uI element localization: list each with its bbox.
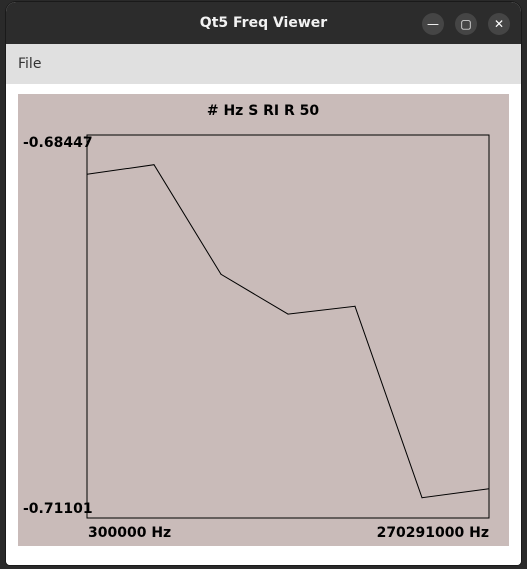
data-point [220,273,222,275]
close-button[interactable]: ✕ [488,13,510,35]
y-min-label: -0.71101 [23,501,93,517]
data-point [153,164,155,166]
data-point [421,497,423,499]
maximize-icon: ▢ [460,17,472,31]
menu-bar: File [6,44,521,84]
chart-title: # Hz S RI R 50 [207,103,320,119]
data-point [86,173,88,175]
close-icon: ✕ [493,17,505,31]
maximize-button[interactable]: ▢ [455,13,477,35]
data-point [488,488,490,490]
minimize-button[interactable]: — [422,13,444,35]
y-max-label: -0.68447 [23,135,93,151]
plot-frame [86,134,490,519]
x-max-label: 270291000 Hz [377,525,489,541]
title-bar[interactable]: Qt5 Freq Viewer — ▢ ✕ [6,2,521,44]
plot-area: # Hz S RI R 50 -0.68447 -0.71101 300000 … [18,94,509,546]
central-widget: # Hz S RI R 50 -0.68447 -0.71101 300000 … [6,84,521,565]
data-point [354,305,356,307]
minimize-icon: — [427,17,439,31]
menu-file[interactable]: File [18,56,42,72]
series-line-0 [86,164,490,499]
data-point [287,313,289,315]
x-min-label: 300000 Hz [88,525,171,541]
app-window: Qt5 Freq Viewer — ▢ ✕ File # Hz S RI R 5… [6,2,521,565]
window-title: Qt5 Freq Viewer [199,15,328,31]
freq-chart: # Hz S RI R 50 -0.68447 -0.71101 300000 … [23,103,490,541]
